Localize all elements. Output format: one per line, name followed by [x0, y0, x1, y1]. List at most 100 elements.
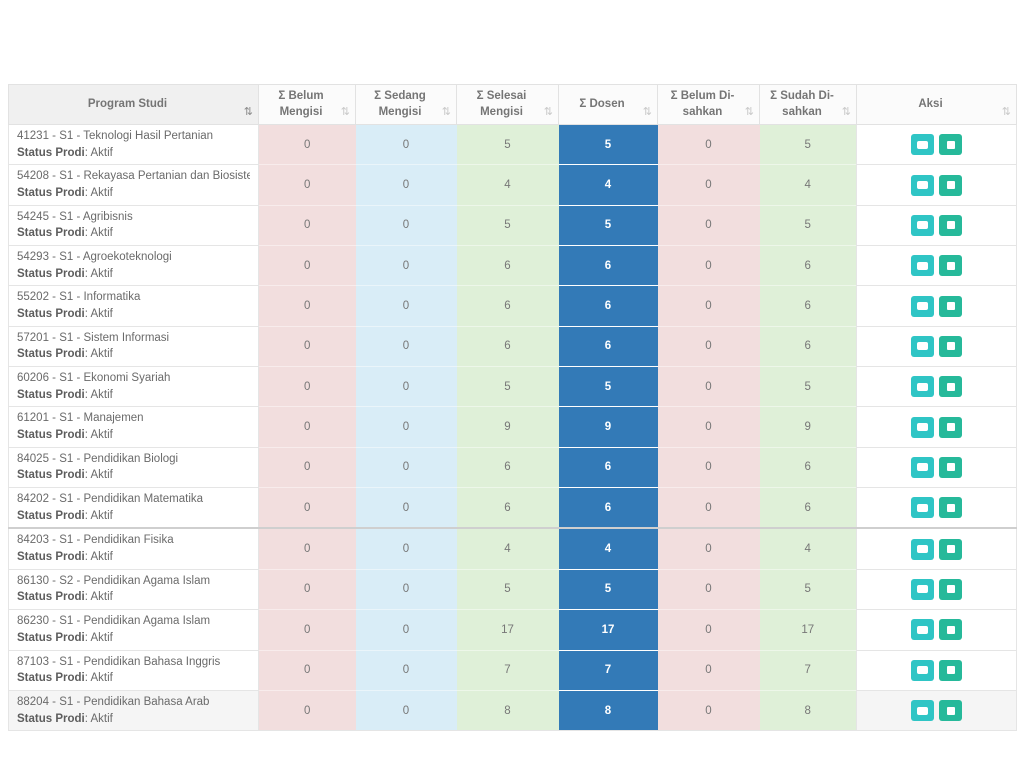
program-name: 54293 - S1 - Agroekoteknologi: [17, 251, 172, 264]
column-header-label: Aksi: [918, 97, 943, 110]
view-detail-button[interactable]: [911, 214, 934, 236]
dosen-cell: 5: [558, 366, 658, 407]
table-row: 61201 - S1 - Manajemen Status Prodi: Akt…: [8, 406, 1017, 448]
validate-button[interactable]: [939, 578, 962, 600]
aksi-cell: [856, 366, 1017, 407]
program-studi-cell: 86230 - S1 - Pendidikan Agama Islam Stat…: [8, 609, 259, 650]
validate-button[interactable]: [939, 619, 962, 641]
selesai-mengisi-cell: 5: [456, 366, 559, 407]
sedang-mengisi-cell: 0: [355, 325, 457, 367]
belum-mengisi-cell: 0: [258, 406, 356, 448]
belum-disahkan-cell: 0: [657, 325, 760, 367]
aksi-cell: [856, 689, 1017, 732]
view-detail-button[interactable]: [911, 497, 934, 519]
belum-disahkan-cell: 0: [657, 568, 760, 610]
sedang-mengisi-cell: 0: [355, 609, 457, 650]
column-header-aksi[interactable]: Aksi ⇅: [856, 83, 1017, 126]
column-header-label: Σ Sedang Mengisi: [374, 90, 426, 118]
validate-button[interactable]: [939, 295, 962, 317]
table-row: 57201 - S1 - Sistem Informasi Status Pro…: [8, 325, 1017, 367]
validate-button[interactable]: [939, 335, 962, 357]
belum-mengisi-cell: 0: [258, 325, 356, 367]
card-icon: [917, 706, 928, 715]
dosen-cell: 6: [558, 487, 658, 529]
card-icon: [917, 302, 928, 311]
square-icon: [946, 545, 955, 554]
column-header-dosen[interactable]: Σ Dosen ⇅: [558, 83, 658, 126]
sort-icon[interactable]: ⇅: [841, 105, 851, 119]
view-detail-button[interactable]: [911, 456, 934, 478]
validate-button[interactable]: [939, 255, 962, 277]
validate-button[interactable]: [939, 376, 962, 398]
validate-button[interactable]: [939, 700, 962, 722]
view-detail-button[interactable]: [911, 619, 934, 641]
square-icon: [946, 625, 955, 634]
validate-button[interactable]: [939, 659, 962, 681]
sort-icon[interactable]: ⇅: [543, 105, 553, 119]
sedang-mengisi-cell: 0: [355, 689, 457, 732]
table-row: 87103 - S1 - Pendidikan Bahasa Inggris S…: [8, 649, 1017, 691]
column-header-belum-mengisi[interactable]: Σ Belum Mengisi ⇅: [258, 83, 356, 126]
sort-icon[interactable]: ⇅: [243, 105, 253, 119]
status-prodi-label: Status Prodi: [17, 348, 85, 361]
program-studi-cell: 86130 - S2 - Pendidikan Agama Islam Stat…: [8, 568, 259, 610]
status-prodi-label: Status Prodi: [17, 509, 85, 522]
header-row: Program Studi ⇅ Σ Belum Mengisi ⇅ Σ Seda…: [8, 83, 1017, 126]
status-prodi-value: : Aktif: [84, 429, 113, 442]
belum-disahkan-cell: 0: [657, 446, 760, 488]
view-detail-button[interactable]: [911, 255, 934, 277]
view-detail-button[interactable]: [911, 376, 934, 398]
status-prodi-label: Status Prodi: [17, 469, 85, 482]
column-header-label: Σ Sudah Di-sahkan: [770, 90, 834, 118]
view-detail-button[interactable]: [911, 295, 934, 317]
action-button-group: [857, 255, 1016, 277]
square-icon: [946, 342, 955, 351]
sort-icon[interactable]: ⇅: [744, 105, 754, 119]
program-name: 84203 - S1 - Pendidikan Fisika: [17, 534, 174, 547]
column-header-program-studi[interactable]: Program Studi ⇅: [8, 83, 259, 126]
belum-mengisi-cell: 0: [258, 366, 356, 407]
column-header-sedang-mengisi[interactable]: Σ Sedang Mengisi ⇅: [355, 83, 457, 126]
sort-icon[interactable]: ⇅: [1001, 105, 1011, 119]
validate-button[interactable]: [939, 134, 962, 156]
column-header-sudah-disahkan[interactable]: Σ Sudah Di-sahkan ⇅: [759, 83, 857, 126]
belum-disahkan-cell: 0: [657, 487, 760, 529]
validate-button[interactable]: [939, 416, 962, 438]
status-prodi-value: : Aktif: [84, 267, 113, 280]
validate-button[interactable]: [939, 456, 962, 478]
card-icon: [917, 666, 928, 675]
card-icon: [917, 261, 928, 270]
view-detail-button[interactable]: [911, 134, 934, 156]
view-detail-button[interactable]: [911, 174, 934, 196]
view-detail-button[interactable]: [911, 416, 934, 438]
belum-disahkan-cell: 0: [657, 285, 760, 327]
aksi-cell: [856, 285, 1017, 327]
column-header-selesai-mengisi[interactable]: Σ Selesai Mengisi ⇅: [456, 83, 559, 126]
column-header-belum-disahkan[interactable]: Σ Belum Di-sahkan ⇅: [657, 83, 760, 126]
table-header: Program Studi ⇅ Σ Belum Mengisi ⇅ Σ Seda…: [8, 83, 1017, 126]
status-prodi-value: : Aktif: [84, 631, 113, 644]
sort-icon[interactable]: ⇅: [340, 105, 350, 119]
validate-button[interactable]: [939, 214, 962, 236]
selesai-mengisi-cell: 5: [456, 204, 559, 246]
view-detail-button[interactable]: [911, 700, 934, 722]
sort-icon[interactable]: ⇅: [642, 105, 652, 119]
belum-disahkan-cell: 0: [657, 124, 760, 165]
belum-disahkan-cell: 0: [657, 689, 760, 732]
view-detail-button[interactable]: [911, 335, 934, 357]
action-button-group: [857, 416, 1016, 438]
column-header-label: Program Studi: [87, 97, 168, 110]
sedang-mengisi-cell: 0: [355, 446, 457, 488]
aksi-cell: [856, 446, 1017, 488]
sort-icon[interactable]: ⇅: [441, 105, 451, 119]
program-name: 61201 - S1 - Manajemen: [17, 412, 144, 425]
status-prodi-label: Status Prodi: [17, 308, 85, 321]
view-detail-button[interactable]: [911, 578, 934, 600]
validate-button[interactable]: [939, 174, 962, 196]
view-detail-button[interactable]: [911, 538, 934, 560]
view-detail-button[interactable]: [911, 659, 934, 681]
square-icon: [946, 585, 955, 594]
validate-button[interactable]: [939, 497, 962, 519]
validate-button[interactable]: [939, 538, 962, 560]
belum-disahkan-cell: 0: [657, 245, 760, 286]
